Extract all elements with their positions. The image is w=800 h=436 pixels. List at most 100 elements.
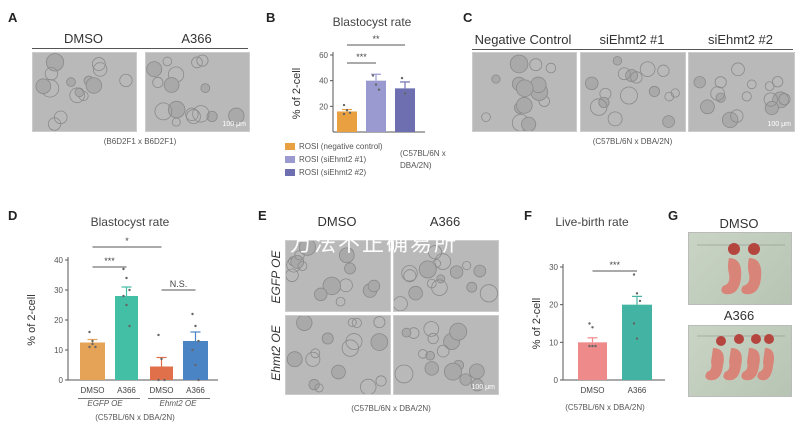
significance-label: N.S. — [170, 279, 188, 289]
bar — [395, 88, 415, 132]
embryo-cells — [35, 53, 133, 131]
embryo-cell — [481, 112, 491, 122]
embryo-cell — [620, 86, 638, 105]
x-tick-label: DMSO — [81, 386, 105, 395]
embryo-cells — [693, 62, 791, 129]
embryo-cell — [491, 74, 501, 84]
embryo-cell — [322, 276, 341, 296]
data-point — [122, 294, 125, 298]
y-tick-label: 20 — [54, 316, 63, 325]
embryo-cell — [515, 97, 533, 114]
caption-e: (C57BL/6N x DBA/2N) — [351, 404, 431, 413]
data-point — [400, 76, 404, 80]
y-tick-label: 0 — [554, 376, 559, 385]
data-point — [194, 324, 197, 328]
data-point — [128, 324, 131, 328]
header-a366: A366 — [429, 214, 461, 229]
legend-label: ROSI (siEhmt2 #2) — [299, 168, 367, 177]
embryo-cell — [154, 102, 173, 121]
group-label-ehmt2: Ehmt2 OE — [159, 399, 197, 408]
micrograph-ehmt2-dmso — [285, 315, 391, 395]
embryo-cell — [426, 278, 437, 289]
header-dmso: DMSO — [719, 216, 759, 231]
embryo-cell — [657, 64, 670, 77]
y-tick-label: 40 — [319, 77, 328, 86]
chart-f: Live-birth rate % of 2-cell 0 10 20 30 DMSO A36… — [531, 215, 665, 395]
significance-label: *** — [356, 52, 367, 62]
significance-label: *** — [104, 256, 115, 266]
embryo-cell — [85, 77, 103, 94]
embryo-cell — [35, 78, 52, 95]
embryo-cells — [146, 54, 245, 127]
embryo-cell — [163, 77, 180, 93]
embryo-cells — [585, 56, 680, 128]
data-point — [191, 348, 194, 352]
data-point — [125, 303, 128, 307]
embryo-cell — [731, 62, 745, 77]
data-point — [588, 344, 591, 348]
embryo-cell — [778, 93, 791, 106]
embryo-cell — [338, 247, 355, 264]
data-point — [197, 339, 200, 343]
header-dmso: DMSO — [317, 214, 357, 229]
embryo-cell — [424, 361, 439, 376]
data-point — [374, 83, 378, 86]
panel-label-f: F — [524, 208, 532, 223]
embryo-cell — [401, 265, 418, 282]
embryo-cell — [710, 86, 725, 101]
embryo-cell — [367, 279, 381, 293]
y-tick-label: 40 — [54, 256, 63, 265]
embryo-cell — [305, 351, 321, 367]
caption-c: (C57BL/6N x DBA/2N) — [592, 137, 673, 146]
embryo-cell — [185, 107, 199, 121]
data-point — [94, 345, 97, 349]
embryo-cell — [403, 269, 417, 283]
embryo-cell — [423, 321, 440, 337]
header-rule — [32, 48, 248, 49]
embryo-cell — [714, 76, 727, 89]
embryo-cells — [394, 245, 498, 311]
data-point — [163, 378, 166, 382]
panel-label-b: B — [266, 10, 276, 25]
header-siehmt2-1: siEhmt2 #1 — [599, 32, 665, 47]
pups-illustration — [697, 243, 785, 295]
embryo-cell — [298, 241, 316, 256]
caption-b: (C57BL/6N x DBA/2N) — [400, 149, 446, 170]
header-a366: A366 — [181, 31, 212, 46]
embryo-cell — [515, 79, 534, 98]
embryo-cell — [196, 54, 209, 67]
embryo-cell — [228, 107, 245, 124]
embryo-cell — [347, 318, 357, 328]
embryo-cell — [294, 250, 305, 261]
bar — [622, 304, 652, 380]
embryo-cell — [297, 261, 308, 271]
chart-title: Live-birth rate — [555, 215, 629, 229]
group-rule — [148, 398, 210, 399]
data-point — [588, 322, 591, 325]
data-point — [91, 339, 94, 343]
embryo-cell — [449, 322, 468, 341]
embryo-cell — [191, 56, 203, 69]
legend-swatch — [285, 143, 295, 150]
embryo-cell — [162, 56, 173, 67]
legend-swatch — [285, 169, 295, 176]
embryo-cell — [625, 69, 639, 82]
micrograph-egfp-a366 — [393, 240, 499, 312]
x-tick-label: A366 — [186, 386, 205, 395]
bar — [578, 342, 607, 380]
pup-photo-dmso — [688, 232, 792, 305]
embryo-cell — [66, 77, 76, 87]
embryo-cell — [206, 110, 218, 122]
embryo-cell — [308, 379, 320, 391]
header-a366: A366 — [723, 308, 755, 323]
embryo-cell — [741, 91, 752, 102]
bar — [366, 80, 386, 132]
data-point — [191, 312, 194, 316]
embryo-cell — [418, 349, 428, 359]
data-point — [591, 326, 594, 329]
micrograph-negative-control — [472, 52, 577, 132]
embryo-cell — [459, 373, 472, 386]
embryo-cell — [479, 284, 498, 303]
embryo-cell — [92, 62, 108, 77]
